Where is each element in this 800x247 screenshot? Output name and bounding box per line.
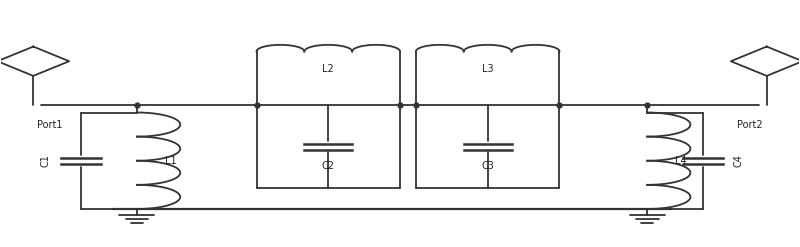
Text: C4: C4: [734, 154, 744, 167]
Text: C2: C2: [322, 161, 334, 171]
Text: Port2: Port2: [737, 120, 762, 130]
Text: L3: L3: [482, 63, 494, 74]
Text: L1: L1: [165, 156, 177, 166]
Text: L2: L2: [322, 63, 334, 74]
Text: Port1: Port1: [38, 120, 62, 130]
Text: L4: L4: [675, 156, 686, 166]
Text: C3: C3: [482, 161, 494, 171]
Text: C1: C1: [40, 154, 50, 167]
